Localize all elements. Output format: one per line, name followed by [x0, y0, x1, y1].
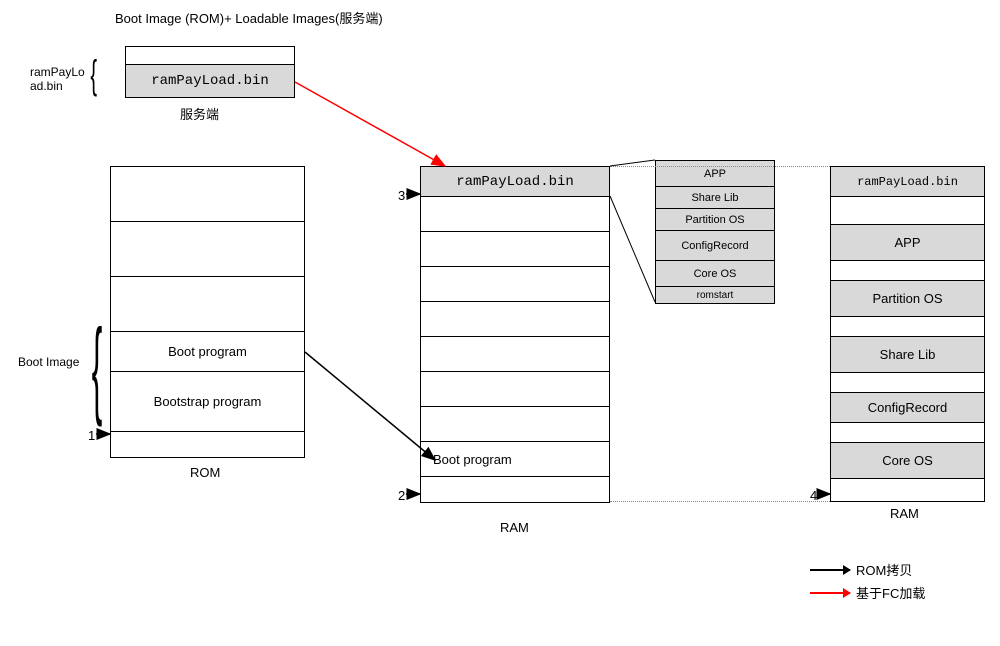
legend-label: 基于FC加载 [856, 583, 925, 602]
callout-row: APP [656, 161, 774, 187]
ram2-caption: RAM [890, 506, 919, 521]
ram2-block: ramPayLoad.bin APP Partition OS Share Li… [830, 166, 985, 502]
callout-row: ConfigRecord [656, 231, 774, 261]
page-title: Boot Image (ROM)+ Loadable Images(服务端) [115, 8, 383, 27]
ram1-row [421, 267, 609, 302]
ram2-row [831, 317, 984, 337]
rom-row [111, 432, 304, 457]
arrow-icon [810, 569, 850, 571]
brace-icon: { [90, 55, 97, 95]
dotted-line [610, 166, 830, 167]
ram1-row [421, 337, 609, 372]
callout-block: APP Share Lib Partition OS ConfigRecord … [655, 160, 775, 304]
ram1-row-payload: ramPayLoad.bin [421, 167, 609, 197]
rom-row-bootstrap: Bootstrap program [111, 372, 304, 432]
callout-row: Core OS [656, 261, 774, 287]
ram2-row: Share Lib [831, 337, 984, 373]
ram2-row-payload: ramPayLoad.bin [831, 167, 984, 197]
ram1-row [421, 372, 609, 407]
ram2-row [831, 197, 984, 225]
legend-label: ROM拷贝 [856, 560, 912, 579]
server-block: ramPayLoad.bin [125, 46, 295, 98]
step-3: 3 [398, 188, 405, 203]
rom-block: Boot program Bootstrap program [110, 166, 305, 458]
ram2-row [831, 261, 984, 281]
ram2-row [831, 479, 984, 501]
legend: ROM拷贝 基于FC加载 [810, 560, 925, 606]
step-1: 1 [88, 428, 95, 443]
rom-caption: ROM [190, 465, 220, 480]
server-row [126, 47, 294, 65]
callout-row: Share Lib [656, 187, 774, 209]
callout-row: romstart [656, 287, 774, 303]
rom-brace-label: Boot Image [18, 355, 79, 369]
server-row-payload: ramPayLoad.bin [126, 65, 294, 97]
ram1-row [421, 197, 609, 232]
ram1-row-boot: Boot program [421, 442, 609, 477]
arrow-icon [810, 592, 850, 594]
rom-row [111, 277, 304, 332]
ram1-row [421, 477, 609, 502]
dotted-line [610, 501, 830, 502]
legend-row-black: ROM拷贝 [810, 560, 925, 579]
ram2-row: Partition OS [831, 281, 984, 317]
ram1-caption: RAM [500, 520, 529, 535]
ram2-row [831, 373, 984, 393]
ram2-row [831, 423, 984, 443]
ram2-row: ConfigRecord [831, 393, 984, 423]
ram2-row: Core OS [831, 443, 984, 479]
ram1-block: ramPayLoad.bin Boot program [420, 166, 610, 503]
callout-row: Partition OS [656, 209, 774, 231]
ram1-row [421, 407, 609, 442]
rom-row [111, 167, 304, 222]
ram2-row: APP [831, 225, 984, 261]
server-caption: 服务端 [180, 104, 219, 123]
step-2: 2 [398, 488, 405, 503]
ram1-row [421, 232, 609, 267]
legend-row-red: 基于FC加载 [810, 583, 925, 602]
rom-row [111, 222, 304, 277]
brace-icon: { [92, 314, 103, 422]
rom-row-boot: Boot program [111, 332, 304, 372]
ram1-row [421, 302, 609, 337]
server-brace-label: ramPayLo ad.bin [30, 65, 90, 94]
